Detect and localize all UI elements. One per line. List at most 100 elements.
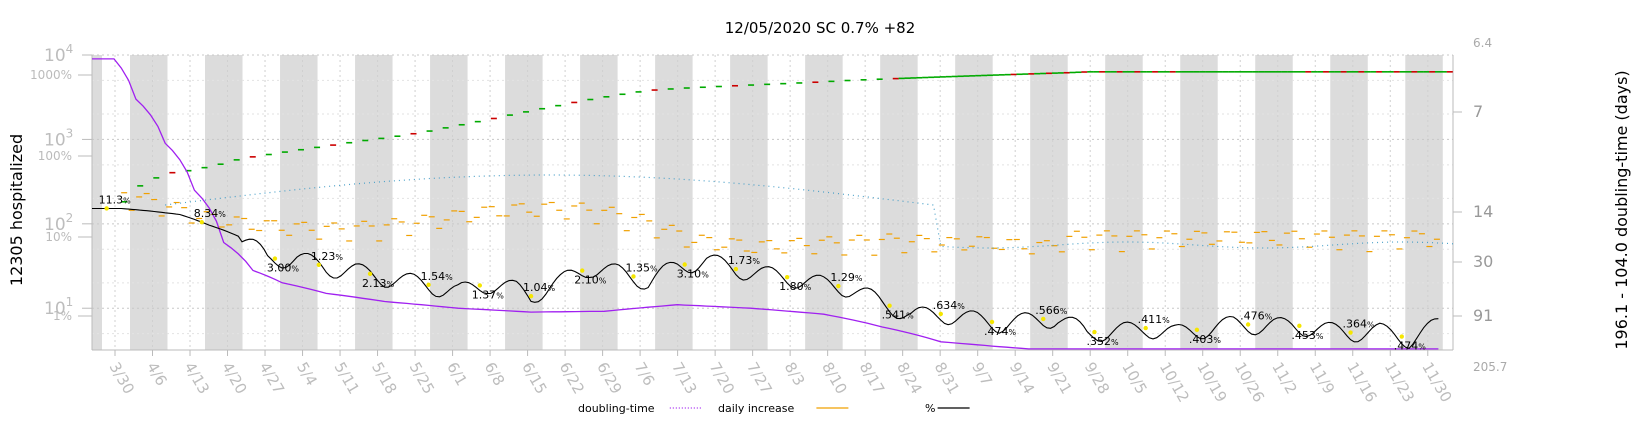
- x-tick-label: 8/24: [893, 359, 925, 397]
- percent-annotation: 1.54%: [421, 270, 454, 283]
- percent-annotation: 2.10%: [574, 274, 607, 287]
- y-tick-percent: 10%: [45, 230, 72, 244]
- x-tick-label: 10/19: [1193, 359, 1230, 405]
- x-tick-label: 9/28: [1081, 359, 1113, 397]
- percent-annotation: 1.04%: [523, 281, 556, 294]
- doubling-time-smooth-line: [92, 58, 1439, 350]
- percent-annotation-dot: [528, 294, 534, 299]
- percent-annotation-dot: [733, 266, 739, 272]
- y-tick-left: 101: [44, 295, 73, 319]
- percent-annotation-dot: [1245, 322, 1251, 327]
- percent-annotation: 3.10%: [677, 268, 710, 281]
- x-tick-label: 9/21: [1043, 359, 1075, 397]
- x-tick-label: 4/6: [143, 359, 171, 389]
- x-tick-label: 7/27: [743, 359, 775, 397]
- percent-annotation-dot: [1297, 323, 1302, 329]
- x-tick-label: 6/1: [443, 359, 471, 389]
- weekend-band: [1255, 55, 1293, 350]
- weekend-band: [505, 55, 543, 350]
- percent-annotation-dot: [1399, 334, 1404, 339]
- x-tick-label: 3/30: [106, 359, 138, 397]
- percent-annotation-dot: [316, 262, 322, 268]
- legend-label: doubling-time: [578, 402, 655, 415]
- percent-line: [92, 207, 1439, 350]
- weekend-band: [92, 55, 102, 350]
- percent-annotation: 1.37%: [472, 288, 505, 301]
- percent-annotation-dot: [836, 283, 841, 289]
- y-tick-right: 6.4: [1473, 36, 1492, 50]
- percent-annotation-dot: [272, 256, 278, 261]
- y-axis-percent: 1000% 100% 10% 1%: [30, 68, 92, 323]
- legend-label: %: [925, 402, 935, 415]
- percent-annotation: 1.29%: [830, 271, 863, 284]
- percent-annotation-dot: [682, 262, 687, 267]
- weekend-band: [1330, 55, 1368, 350]
- percent-annotation: 1.73%: [728, 254, 761, 267]
- weekend-band: [1105, 55, 1143, 350]
- x-tick-label: 11/23: [1381, 359, 1418, 405]
- weekend-band: [1180, 55, 1218, 350]
- plot-frame: [91, 55, 1454, 351]
- weekend-band: [580, 55, 618, 350]
- percent-annotation: .634%: [933, 299, 966, 312]
- y-axis-left-label: 12305 hospitalized: [7, 134, 26, 286]
- percent-annotation-dot: [580, 268, 585, 273]
- y-tick-right: 7: [1473, 102, 1483, 121]
- series-hospitalized: [121, 71, 1453, 203]
- y-tick-percent: 1%: [53, 309, 72, 323]
- percent-annotation: 3.00%: [267, 262, 300, 275]
- percent-annotation-dot: [426, 282, 431, 288]
- percent-annotation-dot: [989, 319, 995, 325]
- percent-annotation-dot: [1194, 327, 1200, 332]
- percent-annotations: 11.3% 8.34% 3.00% 1.23% 2.13% 1.54% 1.37% 1.04%…: [99, 193, 1427, 352]
- percent-annotation: .541%: [882, 309, 915, 322]
- percent-annotation-dot: [631, 274, 636, 279]
- percent-annotation-dot: [1092, 329, 1097, 335]
- x-tick-label: 11/30: [1418, 359, 1455, 405]
- percent-annotation-dot: [477, 283, 483, 288]
- y-tick-right: 30: [1473, 252, 1493, 271]
- legend-label: daily increase: [718, 402, 794, 415]
- weekend-band: [655, 55, 693, 350]
- percent-annotation: .566%: [1035, 304, 1068, 317]
- x-tick-label: 4/27: [256, 359, 288, 397]
- x-tick-label: 9/14: [1006, 359, 1038, 397]
- percent-annotation: 1.23%: [311, 250, 344, 263]
- percent-annotation: 1.80%: [779, 280, 812, 293]
- x-tick-label: 8/10: [818, 359, 850, 397]
- x-tick-label: 6/29: [593, 359, 625, 397]
- x-tick-label: 10/5: [1118, 359, 1150, 397]
- x-tick-label: 10/12: [1156, 359, 1193, 405]
- y-tick-left: 102: [44, 211, 73, 235]
- x-tick-label: 7/13: [668, 359, 700, 397]
- y-tick-left: 103: [44, 126, 73, 150]
- x-tick-label: 5/18: [368, 359, 400, 397]
- percent-annotation: .453%: [1291, 329, 1324, 342]
- y-tick-percent: 100%: [38, 149, 72, 163]
- x-tick-label: 4/20: [218, 359, 250, 397]
- weekend-band: [880, 55, 918, 350]
- legend: doubling-time daily increase%: [578, 402, 970, 415]
- weekend-band: [1030, 55, 1068, 350]
- weekend-band: [280, 55, 318, 350]
- percent-annotation: .474%: [1394, 340, 1427, 353]
- x-tick-label: 5/4: [293, 359, 321, 389]
- series-daily-increase: [121, 192, 1440, 256]
- weekend-band: [805, 55, 843, 350]
- weekend-band: [130, 55, 168, 350]
- percent-annotation-dot: [938, 311, 943, 317]
- y-tick-percent: 1000%: [30, 68, 72, 82]
- x-tick-label: 8/3: [781, 359, 809, 389]
- percent-annotation: .403%: [1189, 333, 1222, 346]
- x-tick-label: 7/6: [631, 359, 659, 389]
- percent-annotation-dot: [887, 303, 892, 308]
- percent-annotation: .474%: [984, 325, 1017, 338]
- y-tick-right: 14: [1473, 202, 1493, 221]
- x-tick-label: 5/11: [331, 359, 363, 397]
- x-tick-label: 8/17: [856, 359, 888, 397]
- weekend-band: [955, 55, 993, 350]
- x-tick-label: 8/31: [931, 359, 963, 397]
- percent-annotation: 2.13%: [362, 277, 395, 290]
- percent-annotation-dot: [104, 206, 109, 211]
